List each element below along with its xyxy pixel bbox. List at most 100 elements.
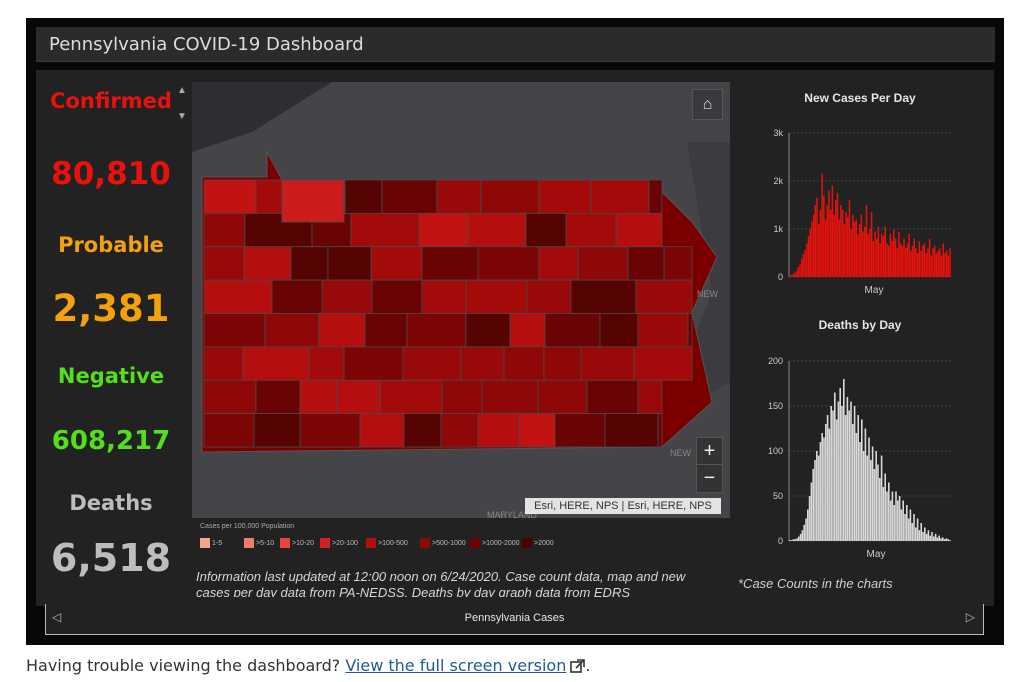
bar[interactable] — [945, 250, 948, 277]
bar[interactable] — [869, 229, 871, 277]
county[interactable] — [299, 413, 361, 448]
county[interactable] — [271, 279, 323, 314]
bar[interactable] — [942, 537, 944, 541]
bar[interactable] — [874, 231, 876, 277]
bar[interactable] — [838, 219, 840, 277]
bar[interactable] — [907, 518, 910, 542]
tab-pennsylvania-cases[interactable]: Pennsylvania Cases — [464, 612, 565, 624]
bar[interactable] — [852, 214, 854, 277]
bar[interactable] — [888, 482, 890, 542]
bar[interactable] — [832, 410, 834, 542]
bar[interactable] — [898, 231, 900, 277]
bar[interactable] — [932, 248, 934, 277]
bar[interactable] — [797, 267, 800, 277]
county-map[interactable]: NEW NEW MARYLAND — [192, 82, 730, 518]
county[interactable] — [543, 346, 582, 381]
bar[interactable] — [790, 275, 793, 277]
bar[interactable] — [807, 236, 810, 277]
bar[interactable] — [852, 424, 854, 541]
county[interactable] — [299, 379, 338, 415]
bar[interactable] — [927, 248, 929, 277]
bar[interactable] — [864, 226, 866, 277]
bar[interactable] — [864, 428, 867, 542]
county[interactable] — [657, 413, 663, 448]
bar[interactable] — [862, 231, 864, 277]
bar[interactable] — [857, 233, 859, 277]
bar[interactable] — [853, 406, 856, 541]
bar[interactable] — [848, 410, 850, 542]
bar[interactable] — [831, 185, 834, 277]
county[interactable] — [379, 379, 443, 415]
bar[interactable] — [858, 224, 861, 277]
bar[interactable] — [816, 197, 818, 277]
bar[interactable] — [848, 200, 851, 277]
county[interactable] — [460, 346, 505, 381]
county[interactable] — [403, 413, 442, 448]
county[interactable] — [554, 413, 606, 448]
county[interactable] — [604, 413, 659, 448]
county[interactable] — [336, 379, 381, 415]
bar[interactable] — [925, 253, 927, 277]
bar[interactable] — [889, 233, 892, 277]
chevron-left-icon[interactable]: ◁ — [52, 610, 62, 624]
county[interactable] — [371, 279, 423, 314]
bar[interactable] — [875, 451, 877, 541]
county[interactable] — [637, 313, 689, 348]
county[interactable] — [436, 179, 482, 214]
county[interactable] — [586, 379, 639, 415]
county[interactable] — [327, 246, 372, 281]
bar[interactable] — [812, 214, 815, 277]
bar[interactable] — [835, 200, 837, 277]
bar[interactable] — [806, 243, 808, 277]
bar[interactable] — [913, 514, 915, 541]
bar[interactable] — [886, 243, 888, 277]
bar[interactable] — [870, 460, 872, 541]
county[interactable] — [590, 179, 650, 214]
bar[interactable] — [861, 419, 863, 542]
bar[interactable] — [877, 464, 879, 542]
bar[interactable] — [879, 243, 881, 277]
zoom-controls[interactable]: + − — [696, 437, 723, 493]
bar[interactable] — [913, 238, 915, 277]
bar[interactable] — [833, 214, 835, 277]
county[interactable] — [370, 246, 423, 281]
bar[interactable] — [789, 540, 791, 541]
bar[interactable] — [884, 473, 886, 542]
bar[interactable] — [922, 245, 924, 277]
bar[interactable] — [936, 537, 939, 541]
bar[interactable] — [931, 532, 933, 541]
bar[interactable] — [836, 193, 839, 277]
bar[interactable] — [804, 250, 806, 277]
county[interactable] — [203, 212, 246, 248]
bar[interactable] — [882, 487, 885, 541]
county[interactable] — [253, 413, 301, 448]
bar[interactable] — [873, 469, 876, 541]
bar[interactable] — [930, 255, 933, 277]
bar[interactable] — [922, 532, 924, 541]
bar[interactable] — [808, 496, 811, 541]
county[interactable] — [663, 246, 693, 281]
county[interactable] — [321, 279, 373, 314]
county[interactable] — [518, 413, 556, 448]
bar[interactable] — [908, 233, 910, 277]
bar[interactable] — [803, 524, 805, 541]
bar[interactable] — [943, 539, 946, 541]
bar[interactable] — [865, 205, 868, 277]
bar[interactable] — [949, 248, 951, 277]
bar[interactable] — [937, 250, 939, 277]
county[interactable] — [525, 212, 567, 248]
bar[interactable] — [846, 397, 849, 541]
bar[interactable] — [853, 221, 856, 277]
county[interactable] — [467, 212, 527, 248]
county[interactable] — [242, 346, 310, 381]
bar[interactable] — [857, 415, 859, 541]
county[interactable] — [633, 346, 693, 381]
bar[interactable] — [915, 527, 917, 542]
bar[interactable] — [829, 209, 832, 277]
county[interactable] — [203, 279, 273, 314]
bar[interactable] — [881, 233, 883, 277]
bar[interactable] — [870, 212, 873, 277]
county[interactable] — [537, 379, 588, 415]
bar[interactable] — [923, 243, 926, 277]
bar[interactable] — [886, 491, 888, 542]
